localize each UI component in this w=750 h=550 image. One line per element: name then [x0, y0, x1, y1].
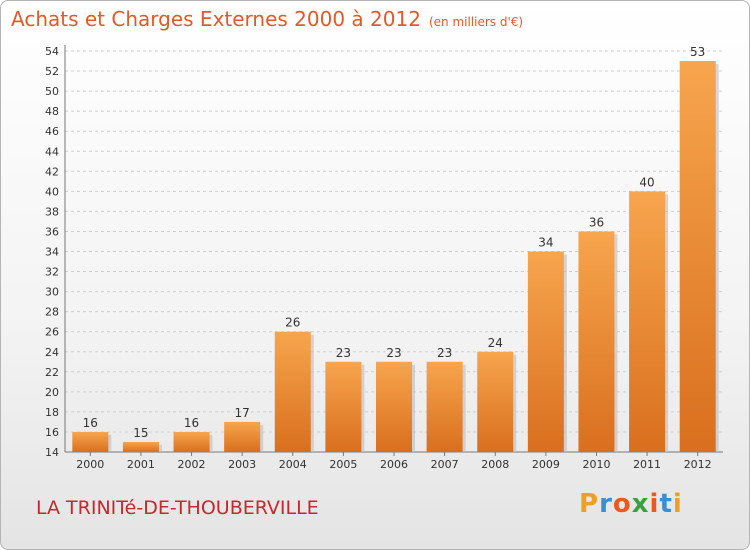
logo-letter: t — [659, 489, 673, 519]
y-tick-label: 54 — [45, 45, 59, 58]
y-tick-label: 20 — [45, 386, 59, 399]
bar — [477, 351, 514, 452]
x-tick-label: 2004 — [279, 458, 307, 471]
bar — [376, 361, 412, 452]
bar — [325, 361, 362, 452]
y-tick-label: 42 — [45, 165, 59, 178]
y-tick-label: 26 — [45, 326, 59, 339]
x-tick-label: 2003 — [228, 458, 256, 471]
bar — [173, 431, 210, 452]
y-tick-label: 16 — [45, 426, 59, 439]
bar-value-label: 23 — [437, 346, 452, 360]
y-tick-label: 14 — [45, 446, 59, 459]
bar — [527, 251, 564, 452]
bar — [224, 421, 261, 452]
y-tick-label: 40 — [45, 185, 59, 198]
y-tick-label: 44 — [45, 145, 59, 158]
x-tick-label: 2012 — [684, 458, 712, 471]
bar-value-label: 15 — [133, 426, 148, 440]
x-tick-label: 2007 — [431, 458, 459, 471]
y-tick-label: 34 — [45, 246, 59, 259]
y-tick-label: 52 — [45, 65, 59, 78]
bar-value-label: 23 — [386, 346, 401, 360]
logo-letter: o — [612, 489, 632, 519]
y-tick-label: 28 — [45, 306, 59, 319]
bar-value-label: 34 — [538, 236, 553, 250]
bar — [122, 441, 159, 452]
y-tick-label: 32 — [45, 266, 59, 279]
bar — [679, 61, 716, 453]
bar-value-label: 24 — [488, 336, 503, 350]
bar-value-label: 16 — [184, 416, 199, 430]
x-tick-label: 2002 — [178, 458, 206, 471]
x-tick-label: 2005 — [329, 458, 357, 471]
x-tick-label: 2006 — [380, 458, 408, 471]
logo-letter: i — [672, 489, 683, 519]
x-tick-label: 2010 — [582, 458, 610, 471]
bar — [629, 191, 666, 452]
x-tick-label: 2009 — [532, 458, 560, 471]
logo-letter: P — [579, 489, 600, 519]
title-text: Achats et Charges Externes 2000 à 2012 — [11, 7, 421, 31]
x-tick-label: 2000 — [76, 458, 104, 471]
bar-value-label: 53 — [690, 45, 705, 59]
x-tick-label: 2001 — [127, 458, 155, 471]
chart-title: Achats et Charges Externes 2000 à 2012 (e… — [11, 7, 523, 31]
unit-text: (en milliers d'€) — [428, 15, 524, 29]
y-tick-label: 50 — [45, 85, 59, 98]
bar-value-label: 26 — [285, 316, 300, 330]
x-tick-label: 2008 — [481, 458, 509, 471]
x-tick-label: 2011 — [633, 458, 661, 471]
y-tick-label: 30 — [45, 286, 59, 299]
y-tick-label: 46 — [45, 125, 59, 138]
bar — [426, 361, 463, 452]
logo-letter: x — [631, 489, 650, 519]
bar-value-label: 36 — [589, 215, 604, 229]
town-name: LA TRINITé-DE-THOUBERVILLE — [36, 497, 319, 519]
proxiti-logo: Proxiti — [579, 489, 683, 519]
bar — [578, 231, 615, 452]
y-tick-label: 48 — [45, 105, 59, 118]
y-tick-label: 38 — [45, 205, 59, 218]
logo-letter: r — [599, 489, 613, 519]
bar-value-label: 16 — [83, 416, 98, 430]
y-tick-label: 22 — [45, 366, 59, 379]
bar — [274, 331, 311, 452]
bar-value-label: 40 — [639, 175, 654, 189]
bar-value-label: 17 — [235, 406, 250, 420]
bar — [72, 431, 109, 452]
y-tick-label: 36 — [45, 225, 59, 238]
logo-letter: i — [649, 489, 660, 519]
y-tick-label: 18 — [45, 406, 59, 419]
bar-value-label: 23 — [336, 346, 351, 360]
y-tick-label: 24 — [45, 346, 59, 359]
